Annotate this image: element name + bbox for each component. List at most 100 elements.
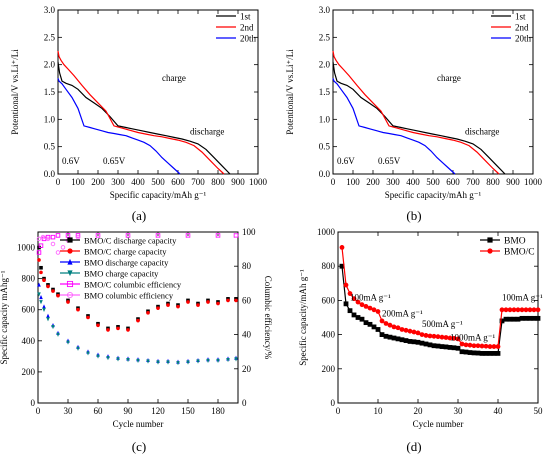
- y2-tick-label: 0: [242, 398, 247, 408]
- x-tick-label: 300: [386, 177, 400, 187]
- annotation: charge: [162, 73, 186, 83]
- data-point: [146, 311, 150, 315]
- data-point: [419, 332, 425, 337]
- data-point: [379, 318, 385, 324]
- data-point: [55, 250, 61, 255]
- data-point: [95, 233, 101, 238]
- data-point: [343, 282, 349, 288]
- data-point: [491, 344, 497, 349]
- y-tick-label: 200: [322, 364, 336, 374]
- x-tick-label: 100: [346, 177, 360, 187]
- data-point: [391, 324, 397, 330]
- x-tick-label: 800: [486, 177, 500, 187]
- legend-marker: [487, 237, 493, 243]
- data-point: [206, 358, 210, 364]
- data-point: [431, 333, 437, 339]
- data-point: [447, 335, 453, 341]
- y-axis-title: Specific capacity mAhg⁻¹: [0, 270, 9, 364]
- data-point: [399, 337, 405, 343]
- data-point: [515, 307, 521, 313]
- data-point: [487, 344, 493, 349]
- data-point: [495, 344, 501, 349]
- legend-label: BMO/C: [504, 248, 535, 258]
- legend-marker: [67, 237, 73, 243]
- data-point: [515, 316, 521, 322]
- y-tick-label: 2.0: [319, 60, 331, 70]
- data-point: [531, 315, 537, 321]
- y-axis-title: Potentional/V vs.Li⁺/Li: [285, 49, 295, 135]
- data-point: [185, 233, 191, 238]
- y2-tick-label: 20: [242, 364, 252, 374]
- data-point: [427, 342, 433, 348]
- y-tick-label: 1000: [17, 243, 36, 253]
- y-tick-label: 2.5: [44, 32, 56, 42]
- y-tick-label: 1.5: [44, 87, 56, 97]
- data-point: [451, 345, 457, 351]
- series-line: [332, 78, 456, 175]
- data-point: [411, 329, 417, 335]
- y-tick-label: 0.0: [44, 169, 56, 179]
- x-axis-title: Specific capacity/mAh g⁻¹: [110, 190, 207, 200]
- x-tick-label: 100: [71, 177, 85, 187]
- data-point: [467, 350, 473, 355]
- data-point: [375, 327, 381, 332]
- y-tick-label: 1.0: [319, 114, 331, 124]
- data-point: [451, 335, 457, 341]
- y-tick-label: 400: [322, 330, 336, 340]
- data-point: [495, 351, 501, 356]
- data-point: [66, 340, 70, 345]
- x-tick-label: 50: [534, 406, 544, 416]
- x-tick-label: 0: [331, 177, 336, 187]
- data-point: [395, 325, 401, 331]
- data-point: [36, 236, 42, 242]
- x-tick-label: 500: [151, 177, 165, 187]
- y2-tick-label: 40: [242, 330, 252, 340]
- data-point: [491, 351, 497, 356]
- data-point: [523, 315, 529, 321]
- data-point: [367, 305, 373, 311]
- data-point: [40, 234, 46, 240]
- data-point: [443, 344, 449, 350]
- legend-label: 2nd: [515, 23, 529, 33]
- y-tick-label: 2.5: [319, 32, 331, 42]
- x-tick-label: 300: [111, 177, 125, 187]
- data-point: [116, 357, 120, 362]
- data-point: [76, 346, 80, 351]
- y-tick-label: 3.0: [44, 5, 56, 15]
- data-point: [234, 298, 238, 303]
- legend-label: BMO charge capacity: [84, 269, 159, 279]
- annotation: 100mA g⁻¹: [502, 292, 543, 302]
- data-point: [339, 263, 345, 269]
- x-tick-label: 180: [211, 406, 225, 416]
- data-point: [166, 303, 170, 307]
- data-point: [75, 233, 81, 238]
- data-point: [156, 360, 160, 365]
- x-tick-label: 700: [466, 177, 480, 187]
- panel-label-d: (d): [406, 439, 421, 454]
- data-point: [233, 233, 239, 238]
- legend-label: 20th: [515, 34, 532, 44]
- data-point: [56, 332, 60, 337]
- legend-label: 20th: [240, 34, 257, 44]
- series-line: [57, 78, 181, 175]
- data-point: [507, 307, 513, 313]
- legend-marker: [67, 270, 73, 277]
- x-tick-label: 60: [94, 406, 104, 416]
- data-point: [471, 343, 477, 349]
- data-point: [42, 304, 46, 309]
- legend-label: BMO/C charge capacity: [84, 247, 167, 257]
- data-point: [55, 233, 61, 238]
- legend-marker: [66, 291, 74, 299]
- data-point: [176, 304, 180, 309]
- data-point: [347, 291, 353, 296]
- series-line: [332, 50, 500, 175]
- x-tick-label: 400: [406, 177, 420, 187]
- data-point: [419, 340, 425, 346]
- x-axis-title: Cycle number: [413, 419, 464, 429]
- data-point: [403, 338, 409, 343]
- annotation: 100mA g⁻¹: [350, 292, 391, 302]
- legend-label: 1st: [515, 12, 526, 22]
- data-point: [391, 335, 397, 341]
- x-tick-label: 30: [64, 406, 74, 416]
- x-tick-label: 200: [91, 177, 105, 187]
